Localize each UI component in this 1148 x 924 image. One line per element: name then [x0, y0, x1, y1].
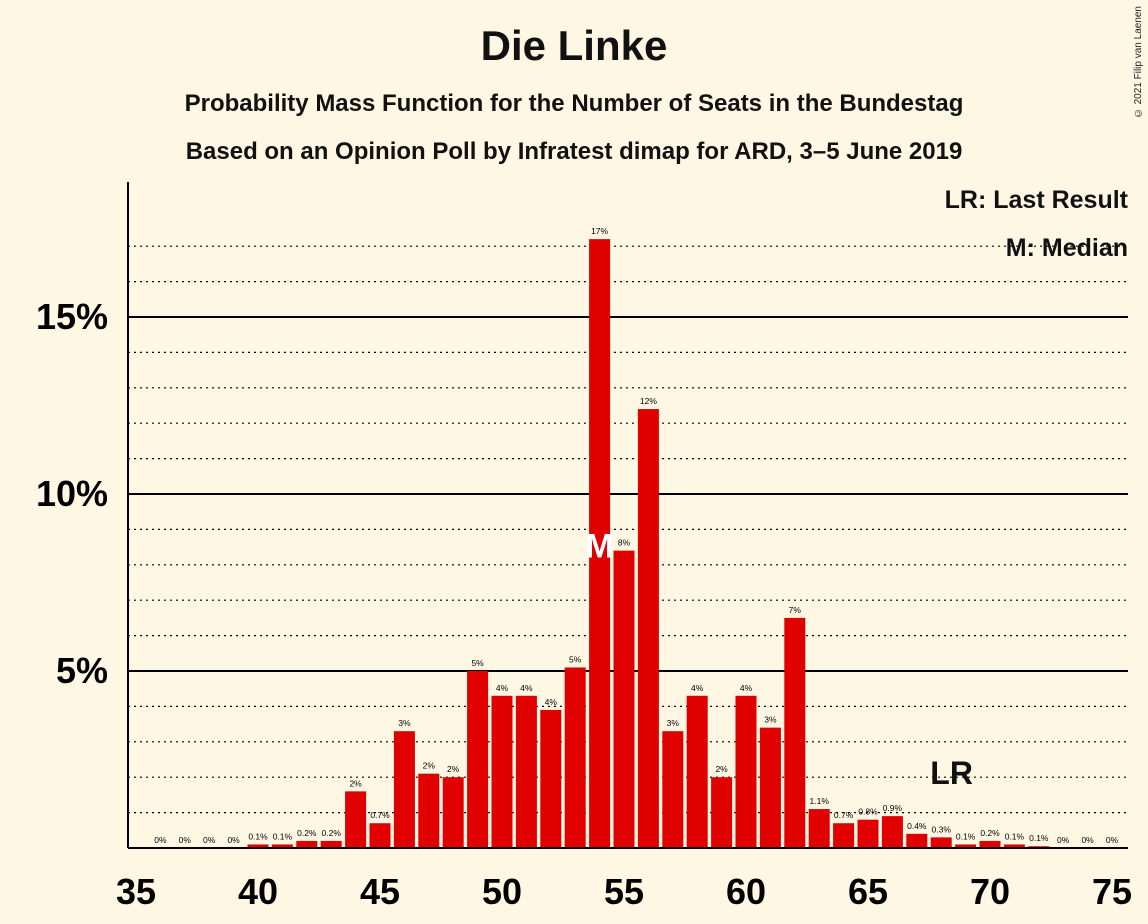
data-label: 0.1% — [1005, 831, 1025, 841]
data-label: 0.2% — [980, 828, 1000, 838]
bar — [247, 844, 269, 848]
bar — [393, 731, 415, 848]
bar — [906, 833, 928, 848]
data-label: 4% — [496, 683, 509, 693]
legend-median: M: Median — [1005, 234, 1128, 262]
data-label: 2% — [715, 764, 728, 774]
x-tick-label: 50 — [482, 871, 522, 912]
y-tick-label: 15% — [36, 296, 108, 337]
chart-title: Die Linke — [480, 22, 668, 69]
x-tick-label: 70 — [970, 871, 1010, 912]
data-label: 5% — [569, 654, 582, 664]
bar — [515, 695, 537, 848]
bar — [686, 695, 708, 848]
data-label: 0.1% — [1029, 833, 1049, 843]
data-label: 0.7% — [370, 810, 390, 820]
bar — [735, 695, 757, 848]
data-label: 3% — [667, 718, 680, 728]
data-label: 0.8% — [858, 807, 878, 817]
data-label: 0.2% — [322, 828, 342, 838]
bar — [296, 840, 318, 848]
bar — [808, 809, 830, 848]
data-label: 0.3% — [932, 824, 952, 834]
data-label: 0.9% — [883, 803, 903, 813]
bar — [784, 617, 806, 848]
bar — [955, 844, 977, 848]
bar — [467, 671, 489, 848]
bar — [833, 823, 855, 848]
data-label: 0% — [227, 835, 240, 845]
bar — [271, 844, 293, 848]
data-label: 2% — [447, 764, 460, 774]
y-tick-label: 5% — [56, 650, 108, 691]
data-label: 12% — [640, 396, 657, 406]
data-label: 0.7% — [834, 810, 854, 820]
data-label: 2% — [423, 761, 436, 771]
x-tick-label: 60 — [726, 871, 766, 912]
legend-last-result: LR: Last Result — [944, 186, 1128, 214]
data-label: 0.4% — [907, 821, 927, 831]
bar — [711, 777, 733, 848]
last-result-marker: LR — [930, 755, 973, 791]
data-label: 5% — [471, 658, 484, 668]
bar — [442, 777, 464, 848]
median-marker: M — [585, 528, 613, 566]
bar — [930, 837, 952, 848]
data-label: 4% — [691, 683, 704, 693]
data-label: 4% — [740, 683, 753, 693]
bar — [857, 819, 879, 848]
bar — [540, 709, 562, 848]
bar — [491, 695, 513, 848]
data-label: 0% — [1057, 835, 1070, 845]
bar — [881, 816, 903, 848]
chart-subtitle-2: Based on an Opinion Poll by Infratest di… — [185, 138, 963, 165]
data-label: 0.2% — [297, 828, 317, 838]
bar — [564, 667, 586, 848]
data-label: 3% — [764, 715, 777, 725]
y-tick-label: 10% — [36, 473, 108, 514]
x-tick-label: 55 — [604, 871, 644, 912]
data-label: 0.1% — [248, 831, 268, 841]
data-label: 0% — [1081, 835, 1094, 845]
x-tick-label: 45 — [360, 871, 400, 912]
data-label: 4% — [520, 683, 533, 693]
data-label: 2% — [349, 778, 362, 788]
x-tick-label: 35 — [116, 871, 156, 912]
x-tick-label: 40 — [238, 871, 278, 912]
bar — [662, 731, 684, 848]
data-label: 1.1% — [810, 796, 830, 806]
bar — [613, 550, 635, 848]
bar — [589, 239, 611, 848]
data-label: 0% — [154, 835, 167, 845]
bar — [637, 409, 659, 848]
bar — [345, 791, 367, 848]
data-label: 0.1% — [273, 831, 293, 841]
bar — [979, 840, 1001, 848]
bar — [369, 823, 391, 848]
data-label: 17% — [591, 226, 608, 236]
data-label: 4% — [545, 697, 558, 707]
bar — [759, 727, 781, 848]
x-tick-label: 65 — [848, 871, 888, 912]
data-label: 0% — [203, 835, 216, 845]
chart-subtitle-1: Probability Mass Function for the Number… — [184, 90, 964, 117]
data-label: 3% — [398, 718, 411, 728]
data-label: 7% — [789, 605, 802, 615]
data-label: 8% — [618, 538, 631, 548]
x-tick-label: 75 — [1092, 871, 1132, 912]
data-label: 0% — [1106, 835, 1119, 845]
bar — [320, 840, 342, 848]
data-label: 0.1% — [956, 831, 976, 841]
bar — [418, 773, 440, 848]
bar — [1003, 844, 1025, 848]
data-label: 0% — [179, 835, 192, 845]
